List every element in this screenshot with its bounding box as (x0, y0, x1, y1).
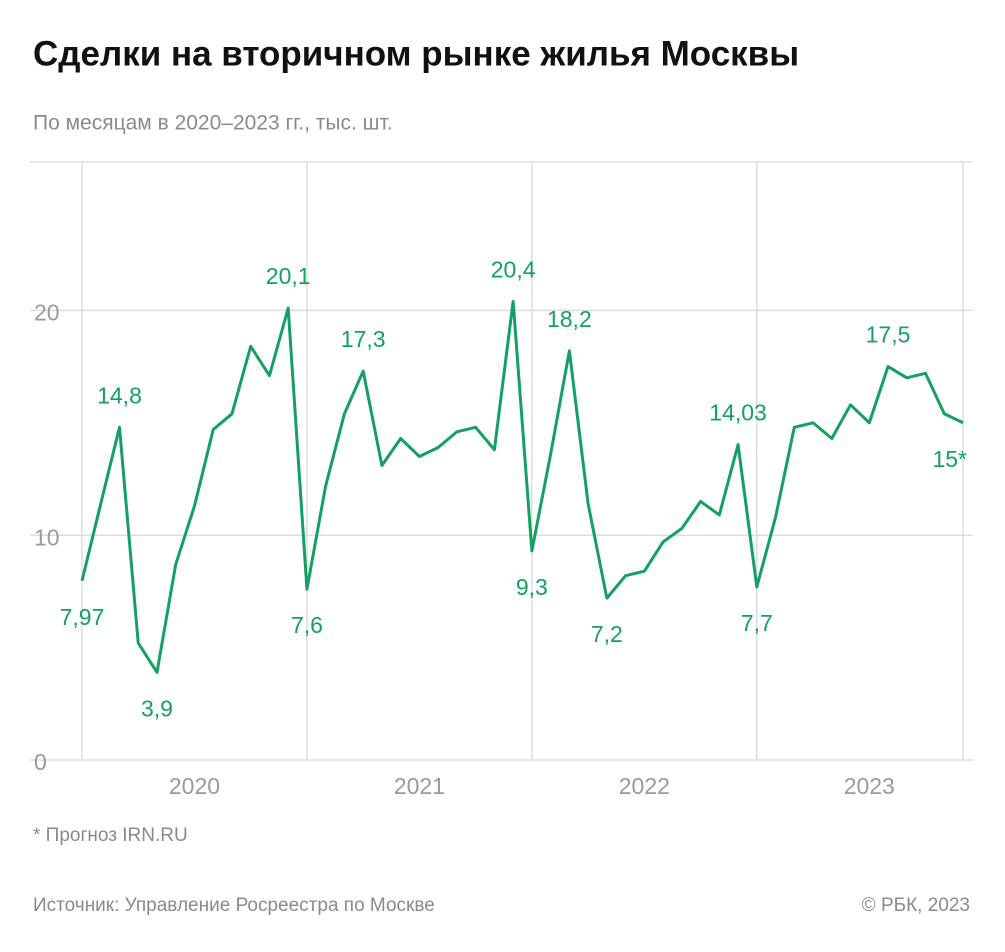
x-tick-label: 2023 (844, 773, 895, 799)
data-label: 14,8 (97, 382, 142, 408)
chart-title: Сделки на вторичном рынке жилья Москвы (33, 34, 799, 73)
data-label: 17,5 (866, 322, 911, 348)
data-label: 7,6 (291, 612, 323, 638)
data-label: 7,2 (591, 621, 623, 647)
data-label: 7,7 (741, 610, 773, 636)
data-label: 3,9 (141, 695, 173, 721)
y-tick-label: 20 (34, 299, 60, 325)
x-tick-label: 2020 (169, 773, 220, 799)
x-tick-label: 2021 (394, 773, 445, 799)
data-label: 20,4 (491, 256, 536, 282)
data-label: 9,3 (516, 574, 548, 600)
data-label: 17,3 (341, 326, 386, 352)
y-tick-label: 0 (34, 749, 47, 775)
data-label: 7,97 (60, 604, 105, 630)
data-label: 20,1 (266, 263, 311, 289)
data-label: 15* (932, 446, 967, 472)
chart-subtitle: По месяцам в 2020–2023 гг., тыс. шт. (33, 112, 393, 135)
data-label: 18,2 (547, 306, 592, 332)
credit: © РБК, 2023 (862, 895, 970, 916)
series-line (80, 299, 964, 674)
source: Источник: Управление Росреестра по Москв… (33, 895, 435, 916)
x-tick-label: 2022 (619, 773, 670, 799)
y-tick-label: 10 (34, 524, 60, 550)
footnote: * Прогноз IRN.RU (33, 825, 188, 846)
data-label: 14,03 (709, 400, 767, 426)
